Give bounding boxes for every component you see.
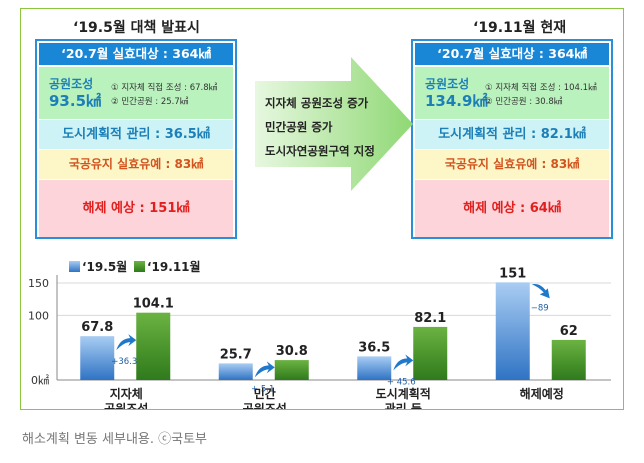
increase-arrow-icon bbox=[254, 361, 275, 378]
park-value: 134.9㎢ bbox=[425, 92, 488, 110]
bar-may bbox=[357, 356, 392, 380]
category-label: 공원조성 bbox=[104, 402, 148, 409]
category-label: 관리 등 bbox=[385, 401, 422, 409]
park-sub-municipal: ① 지자체 직접 조성 : 67.8㎢ bbox=[111, 83, 218, 93]
right-card: ‘20.7월 실효대상 : 364㎢ 공원조성 134.9㎢ ① 지자체 직접 … bbox=[411, 39, 613, 239]
infographic-frame: ‘19.5월 대책 발표시 ‘19.11월 현재 ‘20.7월 실효대상 : 3… bbox=[20, 8, 624, 410]
left-card: ‘20.7월 실효대상 : 364㎢ 공원조성 93.5㎢ ① 지자체 직접 조… bbox=[35, 39, 237, 239]
bar-nov bbox=[551, 339, 586, 380]
data-label: 62 bbox=[560, 324, 578, 339]
bar-chart: ‘19.5월 ‘19.11월0㎢10015067.8104.1+36.3지자체공원… bbox=[28, 259, 611, 409]
category-label: 민간 bbox=[254, 386, 276, 401]
data-label: 104.1 bbox=[133, 297, 174, 312]
park-band: 공원조성 93.5㎢ ① 지자체 직접 조성 : 67.8㎢ ② 민간공원 : … bbox=[39, 67, 233, 119]
park-sub-private: ② 민간공원 : 25.7㎢ bbox=[111, 97, 189, 107]
data-label: 151 bbox=[499, 266, 526, 281]
legend-swatch-may bbox=[69, 261, 80, 272]
park-label: 공원조성 bbox=[49, 77, 94, 91]
data-label: 67.8 bbox=[81, 320, 113, 335]
legend-label-may: ‘19.5월 bbox=[82, 259, 127, 274]
arrow-line-2: 민간공원 증가 bbox=[265, 120, 333, 134]
increase-arrow-icon bbox=[393, 354, 414, 371]
bar-nov bbox=[274, 360, 309, 380]
state-land-band: 국공유지 실효유예 : 83㎢ bbox=[415, 150, 609, 179]
arrow-line-3: 도시자연공원구역 지정 bbox=[265, 144, 375, 158]
right-header: ‘19.11월 현재 bbox=[473, 20, 567, 36]
urban-plan-band: 도시계획적 관리 : 36.5㎢ bbox=[39, 120, 233, 149]
data-label: 36.5 bbox=[358, 340, 390, 355]
park-value: 93.5㎢ bbox=[49, 92, 102, 110]
release-band: 해제 예상 : 64㎢ bbox=[415, 180, 609, 237]
arrow-line-1: 지자체 공원조성 증가 bbox=[265, 96, 369, 110]
legend-swatch-nov bbox=[134, 261, 145, 272]
change-label: + 5.1 bbox=[251, 384, 274, 394]
data-label: 25.7 bbox=[220, 347, 252, 362]
change-label: +36.3 bbox=[111, 357, 137, 367]
big-arrow-icon bbox=[255, 57, 413, 191]
bar-nov bbox=[136, 312, 171, 380]
y-tick-label: 150 bbox=[28, 277, 49, 290]
caption: 해소계획 변동 세부내용. ⓒ국토부 bbox=[22, 432, 208, 447]
data-label: 82.1 bbox=[414, 311, 446, 326]
bar-may bbox=[80, 336, 115, 380]
left-header: ‘19.5월 대책 발표시 bbox=[73, 20, 200, 36]
target-area: ‘20.7월 실효대상 : 364㎢ bbox=[415, 43, 609, 65]
change-label: −89 bbox=[531, 303, 549, 313]
y-tick-label: 0㎢ bbox=[31, 374, 49, 387]
category-label: 공원조성 bbox=[243, 402, 287, 409]
decrease-arrow-icon bbox=[531, 283, 550, 299]
urban-plan-band: 도시계획적 관리 : 82.1㎢ bbox=[415, 120, 609, 149]
category-label: 도시계획적 bbox=[376, 386, 431, 401]
park-sub-municipal: ① 지자체 직접 조성 : 104.1㎢ bbox=[485, 83, 597, 93]
category-label: 지자체 bbox=[110, 386, 143, 401]
change-label: + 45.6 bbox=[387, 377, 416, 387]
y-tick-label: 100 bbox=[28, 309, 49, 322]
legend-label-nov: ‘19.11월 bbox=[147, 259, 201, 274]
park-label: 공원조성 bbox=[425, 77, 470, 91]
bar-nov bbox=[413, 326, 448, 380]
park-sub-private: ② 민간공원 : 30.8㎢ bbox=[485, 97, 563, 107]
park-band: 공원조성 134.9㎢ ① 지자체 직접 조성 : 104.1㎢ ② 민간공원 … bbox=[415, 67, 609, 119]
bar-may bbox=[218, 363, 253, 380]
category-label: 해제예정 bbox=[520, 386, 564, 401]
data-label: 30.8 bbox=[276, 344, 308, 359]
increase-arrow-icon bbox=[116, 334, 137, 351]
bar-may bbox=[495, 282, 530, 380]
target-area: ‘20.7월 실효대상 : 364㎢ bbox=[39, 43, 233, 65]
release-band: 해제 예상 : 151㎢ bbox=[39, 180, 233, 237]
state-land-band: 국공유지 실효유예 : 83㎢ bbox=[39, 150, 233, 179]
